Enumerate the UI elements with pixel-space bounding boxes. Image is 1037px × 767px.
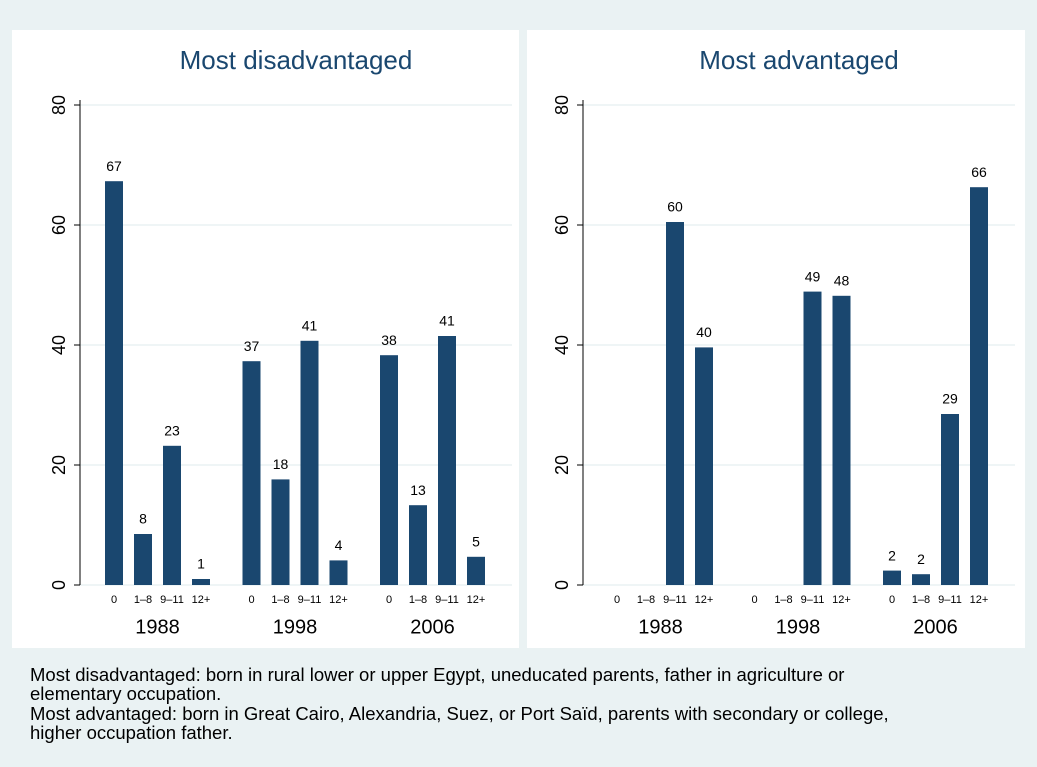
x-tick-label: 1–8 [271,594,289,606]
y-tick-label: 80 [552,95,572,115]
bar [163,445,181,585]
bar [192,579,210,585]
x-tick-label: 9–11 [663,594,687,606]
value-label: 41 [439,313,455,329]
value-label: 8 [139,511,147,527]
value-label: 2 [888,547,896,563]
value-label: 40 [696,324,712,340]
bar [666,222,684,585]
bar [941,414,959,585]
group-label: 1988 [135,616,180,638]
x-tick-label: 12+ [192,594,211,606]
x-tick-label: 9–11 [298,594,322,606]
x-tick-label: 12+ [832,594,851,606]
note-line: higher occupation father. [30,722,233,743]
y-tick-label: 40 [49,335,69,355]
panel-left [12,30,519,648]
x-tick-label: 12+ [329,594,348,606]
group-label: 1988 [638,616,683,638]
group-label: 1998 [776,616,821,638]
bar [271,479,290,585]
bar [134,534,152,585]
x-tick-label: 12+ [970,594,989,606]
y-tick-label: 0 [49,580,69,590]
value-label: 67 [106,158,122,174]
value-label: 41 [302,318,318,334]
bar [832,295,851,585]
x-tick-label: 1–8 [134,594,152,606]
value-label: 13 [410,482,426,498]
value-label: 29 [942,391,958,407]
x-tick-label: 12+ [467,594,486,606]
value-label: 60 [667,199,683,215]
value-label: 23 [164,423,180,439]
value-label: 4 [335,537,343,553]
bar [883,570,901,585]
value-label: 18 [273,456,289,472]
x-tick-label: 0 [614,594,620,606]
x-tick-label: 0 [111,594,117,606]
bar [438,336,456,585]
note-line: Most disadvantaged: born in rural lower … [30,664,844,685]
x-tick-label: 9–11 [160,594,184,606]
x-tick-label: 9–11 [435,594,459,606]
x-tick-label: 1–8 [637,594,655,606]
y-tick-label: 80 [49,95,69,115]
y-tick-label: 20 [49,455,69,475]
y-tick-label: 40 [552,335,572,355]
note-line: elementary occupation. [30,683,221,704]
note-line: Most advantaged: born in Great Cairo, Al… [30,703,889,724]
y-tick-label: 0 [552,580,572,590]
value-label: 37 [244,338,260,354]
bar [695,347,713,585]
bar [105,181,123,585]
bar [300,340,319,585]
bar [970,187,988,585]
value-label: 48 [834,273,850,289]
x-tick-label: 1–8 [409,594,427,606]
bar [912,574,930,585]
group-label: 2006 [913,616,958,638]
x-tick-label: 0 [248,594,254,606]
group-label: 2006 [410,616,455,638]
value-label: 49 [805,268,821,284]
y-tick-label: 60 [49,215,69,235]
value-label: 38 [381,332,397,348]
x-tick-label: 12+ [695,594,714,606]
value-label: 66 [971,164,987,180]
x-tick-label: 9–11 [938,594,962,606]
chart-title: Most disadvantaged [180,45,413,75]
bar [380,355,398,585]
group-label: 1998 [273,616,318,638]
value-label: 1 [197,556,205,572]
bar [467,556,485,585]
x-tick-label: 1–8 [774,594,792,606]
bar [803,291,822,585]
y-tick-label: 60 [552,215,572,235]
chart-title: Most advantaged [699,45,898,75]
x-tick-label: 9–11 [801,594,825,606]
value-label: 5 [472,534,480,550]
x-tick-label: 0 [386,594,392,606]
bar [409,505,427,585]
x-tick-label: 0 [889,594,895,606]
bar [329,560,348,585]
x-tick-label: 1–8 [912,594,930,606]
value-label: 2 [917,551,925,567]
y-tick-label: 20 [552,455,572,475]
x-tick-label: 0 [751,594,757,606]
bar [242,361,261,585]
